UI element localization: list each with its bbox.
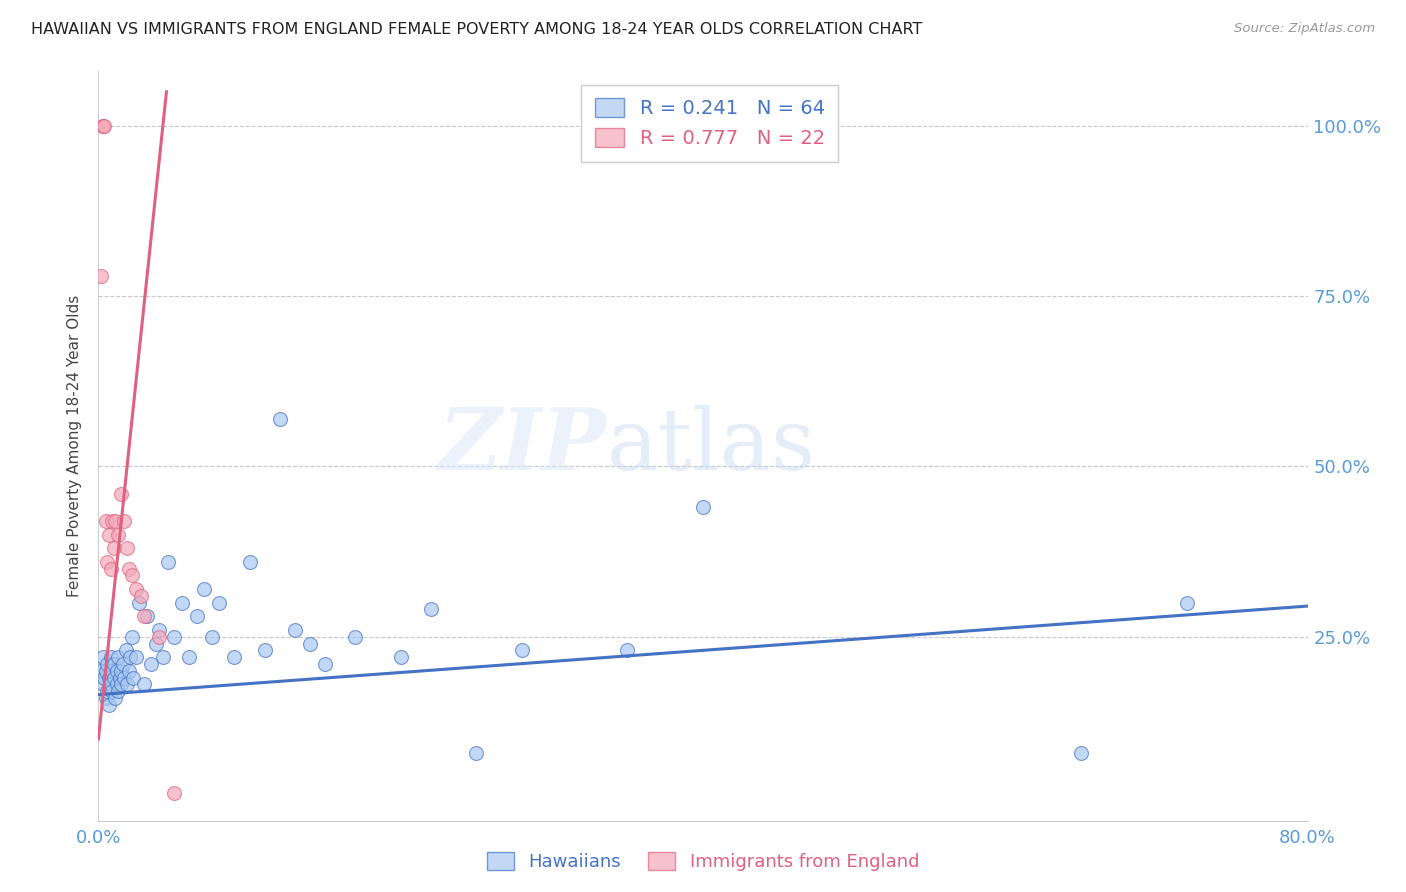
Point — [420, 602, 443, 616]
Point — [91, 119, 114, 133]
Point — [156, 555, 179, 569]
Point — [94, 664, 117, 678]
Point — [148, 623, 170, 637]
Point — [132, 677, 155, 691]
Point — [208, 596, 231, 610]
Point — [104, 691, 127, 706]
Point — [344, 630, 367, 644]
Point — [125, 650, 148, 665]
Text: HAWAIIAN VS IMMIGRANTS FROM ENGLAND FEMALE POVERTY AMONG 18-24 YEAR OLDS CORRELA: HAWAIIAN VS IMMIGRANTS FROM ENGLAND FEMA… — [31, 22, 922, 37]
Point — [129, 589, 152, 603]
Point — [111, 657, 134, 671]
Point — [253, 643, 276, 657]
Point — [96, 657, 118, 671]
Point — [93, 119, 115, 133]
Point — [100, 650, 122, 665]
Point — [120, 650, 142, 665]
Point — [239, 555, 262, 569]
Point — [141, 657, 163, 671]
Point — [103, 657, 125, 671]
Point — [94, 691, 117, 706]
Point — [90, 664, 112, 678]
Point — [100, 677, 122, 691]
Legend: R = 0.241   N = 64, R = 0.777   N = 22: R = 0.241 N = 64, R = 0.777 N = 22 — [581, 85, 838, 161]
Point — [122, 671, 145, 685]
Point — [98, 671, 121, 685]
Point — [94, 514, 117, 528]
Point — [110, 677, 132, 691]
Point — [96, 555, 118, 569]
Point — [389, 650, 412, 665]
Point — [104, 514, 127, 528]
Point — [105, 664, 128, 678]
Point — [616, 643, 638, 657]
Point — [98, 698, 121, 712]
Point — [299, 636, 322, 650]
Point — [107, 684, 129, 698]
Point — [91, 119, 114, 133]
Point — [145, 636, 167, 650]
Point — [163, 786, 186, 800]
Point — [101, 514, 124, 528]
Point — [105, 677, 128, 691]
Point — [179, 650, 201, 665]
Point — [692, 500, 714, 515]
Point — [465, 746, 488, 760]
Point — [112, 514, 135, 528]
Point — [121, 568, 143, 582]
Point — [112, 671, 135, 685]
Point — [128, 596, 150, 610]
Point — [115, 677, 138, 691]
Point — [163, 630, 186, 644]
Point — [510, 643, 533, 657]
Point — [108, 671, 131, 685]
Point — [118, 561, 141, 575]
Point — [193, 582, 215, 596]
Point — [107, 650, 129, 665]
Point — [100, 561, 122, 575]
Point — [91, 677, 114, 691]
Point — [224, 650, 246, 665]
Text: Source: ZipAtlas.com: Source: ZipAtlas.com — [1234, 22, 1375, 36]
Y-axis label: Female Poverty Among 18-24 Year Olds: Female Poverty Among 18-24 Year Olds — [67, 295, 83, 597]
Point — [1175, 596, 1198, 610]
Point — [114, 643, 136, 657]
Text: ZIP: ZIP — [439, 404, 606, 488]
Point — [186, 609, 208, 624]
Point — [1070, 746, 1092, 760]
Point — [152, 650, 174, 665]
Point — [115, 541, 138, 556]
Point — [98, 527, 121, 541]
Point — [170, 596, 193, 610]
Point — [101, 664, 124, 678]
Point — [132, 609, 155, 624]
Point — [90, 268, 112, 283]
Legend: Hawaiians, Immigrants from England: Hawaiians, Immigrants from England — [479, 846, 927, 879]
Point — [125, 582, 148, 596]
Point — [284, 623, 307, 637]
Point — [118, 664, 141, 678]
Point — [135, 609, 157, 624]
Point — [110, 664, 132, 678]
Point — [96, 684, 118, 698]
Point — [103, 541, 125, 556]
Point — [103, 671, 125, 685]
Point — [101, 684, 124, 698]
Point — [201, 630, 224, 644]
Point — [107, 527, 129, 541]
Point — [121, 630, 143, 644]
Point — [148, 630, 170, 644]
Point — [314, 657, 336, 671]
Point — [93, 671, 115, 685]
Point — [91, 650, 114, 665]
Point — [110, 486, 132, 500]
Point — [269, 411, 291, 425]
Text: atlas: atlas — [606, 404, 815, 488]
